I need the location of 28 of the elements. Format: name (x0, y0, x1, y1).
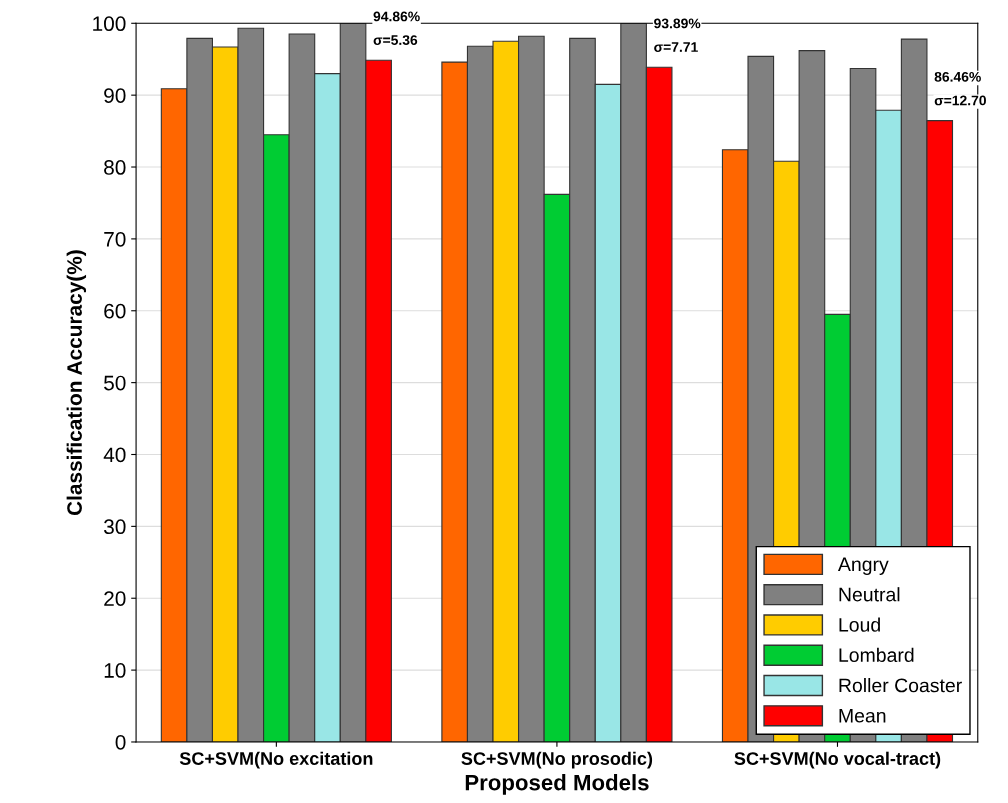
legend-label: Mean (839, 709, 886, 723)
annotation: σ=5.36 (373, 35, 418, 45)
legend-label: Lombard (839, 647, 914, 662)
y-tick-label: 70 (104, 231, 126, 247)
annotation: σ=12.70 (934, 95, 986, 106)
y-tick-label: 100 (93, 16, 126, 32)
x-axis-title: Proposed Models (465, 774, 649, 795)
y-tick-label: 80 (104, 160, 126, 175)
y-tick-label: 10 (104, 663, 126, 678)
annotation: σ=7.71 (654, 42, 698, 52)
y-tick-label: 0 (115, 734, 126, 750)
legend-label: Angry (837, 557, 889, 575)
x-tick-label: SC+SVM(No prosodic) (461, 751, 653, 769)
y-tick-label: 20 (104, 591, 126, 606)
y-tick-label: 90 (104, 88, 126, 103)
annotation: 93.89% (654, 18, 701, 29)
annotation: 86.46% (934, 71, 981, 82)
y-axis-title: Classification Accuracy(%) (66, 250, 87, 516)
legend-label: Roller Coaster (839, 678, 962, 693)
legend-label: Neutral (839, 587, 900, 602)
y-tick-label: 40 (103, 447, 126, 463)
y-tick-label: 50 (104, 375, 126, 391)
y-tick-label: 60 (104, 303, 126, 319)
x-tick-label: SC+SVM(No excitation (179, 751, 373, 769)
legend-label: Loud (839, 617, 880, 632)
y-tick-label: 30 (103, 519, 126, 535)
text: 94.86% (373, 11, 420, 22)
x-tick-label: SC+SVM(No vocal-tract) (734, 751, 941, 769)
